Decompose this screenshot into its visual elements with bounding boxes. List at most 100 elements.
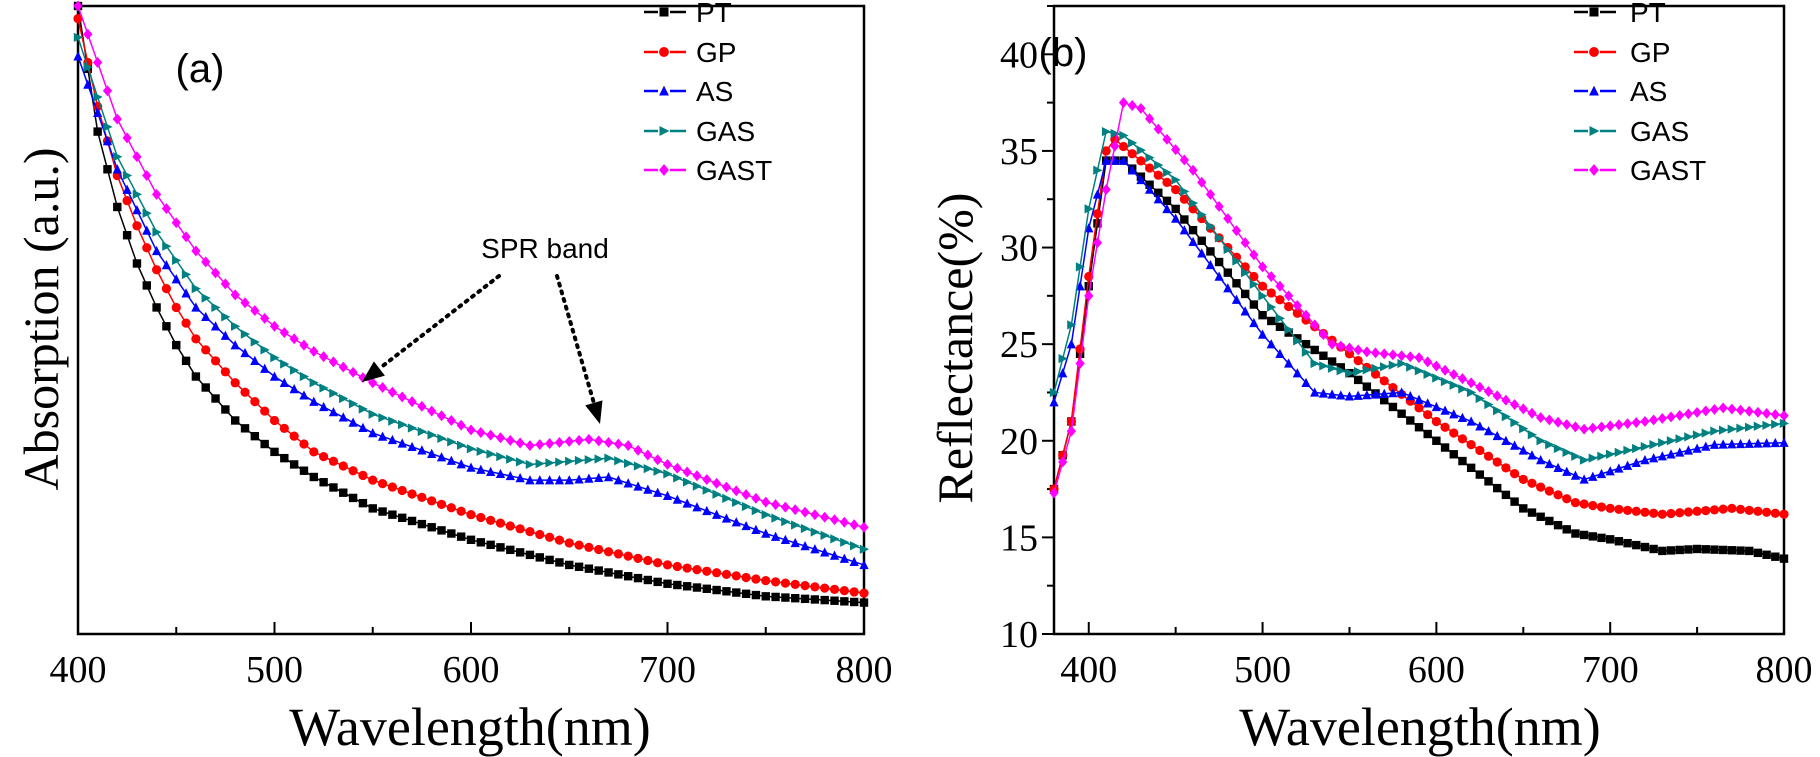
- data-point: [112, 113, 122, 125]
- data-point: [800, 506, 810, 518]
- data-point: [1240, 237, 1250, 249]
- legend-item-gas: GAS: [644, 116, 755, 147]
- data-point: [142, 281, 151, 290]
- data-point: [662, 490, 673, 501]
- data-point: [1666, 449, 1676, 459]
- data-point: [1118, 155, 1129, 165]
- data-point: [613, 475, 623, 485]
- data-point: [1745, 422, 1755, 432]
- data-point: [712, 509, 722, 519]
- data-point: [181, 318, 191, 328]
- data-point: [1197, 248, 1207, 258]
- plot-frame: [1052, 4, 1786, 636]
- data-point: [1258, 310, 1267, 320]
- data-point: [1492, 430, 1502, 441]
- data-point: [1144, 184, 1155, 194]
- data-point: [1180, 215, 1189, 224]
- data-point: [1110, 155, 1120, 165]
- data-point: [260, 345, 270, 355]
- data-point: [673, 473, 683, 483]
- data-point: [1353, 355, 1363, 366]
- data-point: [1388, 349, 1398, 361]
- legend-label: AS: [696, 76, 733, 107]
- data-point: [398, 513, 407, 523]
- data-point: [1301, 377, 1311, 387]
- data-point: [1509, 440, 1520, 450]
- x-tick-label: 800: [836, 649, 893, 691]
- data-point: [1379, 388, 1389, 398]
- data-point: [545, 458, 555, 468]
- data-point: [1171, 213, 1181, 223]
- data-point: [554, 437, 565, 448]
- legend-item-gast: GAST: [1574, 155, 1706, 186]
- data-point: [1753, 506, 1763, 516]
- data-point: [555, 558, 564, 567]
- data-point: [456, 532, 466, 541]
- data-point: [1553, 462, 1563, 473]
- data-point: [1632, 443, 1642, 454]
- data-point: [1518, 445, 1528, 455]
- data-point: [702, 474, 712, 485]
- data-point: [1223, 213, 1233, 225]
- data-point: [1293, 334, 1302, 343]
- data-point: [1536, 455, 1546, 465]
- data-point: [840, 597, 849, 606]
- data-point: [1536, 436, 1546, 446]
- data-point: [692, 565, 702, 575]
- data-point: [1761, 507, 1772, 517]
- data-point: [712, 568, 722, 578]
- data-point: [328, 456, 339, 466]
- data-point: [643, 484, 653, 494]
- data-point: [171, 274, 181, 284]
- data-point: [682, 498, 692, 508]
- data-point: [1484, 399, 1494, 410]
- data-point: [1570, 497, 1581, 508]
- data-point: [790, 504, 800, 516]
- data-point: [1345, 368, 1355, 378]
- series-gast: [1049, 97, 1789, 499]
- legend-label: AS: [1630, 76, 1667, 107]
- data-point: [466, 535, 476, 544]
- data-point: [1605, 449, 1616, 459]
- data-point: [1640, 455, 1650, 465]
- data-point: [633, 553, 643, 563]
- data-point: [1588, 500, 1598, 511]
- data-point: [692, 470, 702, 482]
- data-point: [1440, 364, 1450, 376]
- data-point: [299, 339, 309, 351]
- data-point: [829, 584, 840, 595]
- data-point: [1666, 508, 1676, 519]
- data-point: [309, 472, 318, 482]
- data-point: [603, 471, 614, 482]
- data-point: [1284, 358, 1294, 368]
- data-point: [437, 433, 447, 443]
- data-point: [329, 483, 338, 492]
- data-point: [1596, 421, 1607, 433]
- data-point: [240, 347, 250, 358]
- data-point: [1336, 390, 1346, 400]
- data-point: [378, 413, 388, 423]
- data-point: [1292, 308, 1302, 318]
- data-point: [1614, 463, 1624, 473]
- data-point: [1171, 175, 1181, 185]
- data-point: [623, 478, 633, 488]
- data-point: [1718, 402, 1728, 414]
- data-point: [250, 305, 260, 317]
- data-point: [1058, 354, 1068, 364]
- data-point: [83, 28, 93, 40]
- data-point: [731, 517, 741, 527]
- data-point: [672, 561, 682, 572]
- data-point: [721, 569, 732, 579]
- y-tick-label: 10: [1000, 614, 1038, 656]
- data-point: [1596, 468, 1607, 479]
- legend-item-gp: GP: [1574, 37, 1670, 68]
- data-point: [151, 265, 162, 275]
- data-point: [496, 543, 505, 552]
- data-point: [1553, 416, 1563, 428]
- legend-marker: [1589, 126, 1600, 136]
- data-point: [1440, 376, 1451, 387]
- data-point: [1562, 466, 1572, 476]
- data-point: [1249, 317, 1259, 328]
- data-point: [1588, 532, 1598, 541]
- data-point: [1432, 436, 1441, 445]
